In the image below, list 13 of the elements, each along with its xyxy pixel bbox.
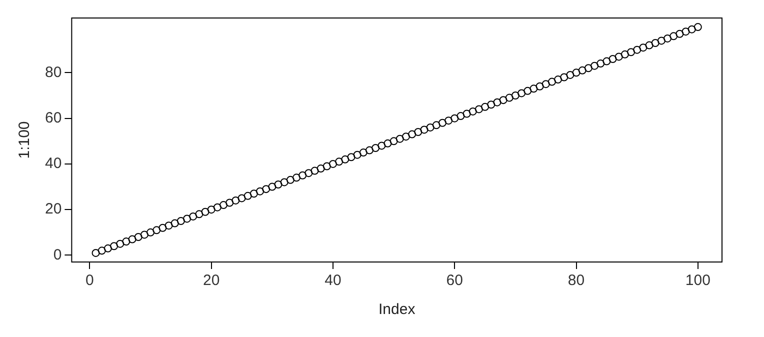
y-tick-label: 20 <box>44 200 62 218</box>
x-axis-title: Index <box>378 301 416 318</box>
y-tick-label: 80 <box>44 64 62 81</box>
y-tick-label: 40 <box>44 155 62 172</box>
y-axis-title: 1:100 <box>16 121 34 159</box>
x-tick-label: 40 <box>324 272 342 290</box>
x-tick-label: 0 <box>86 272 94 290</box>
y-tick-label: 60 <box>44 109 62 126</box>
x-tick-label: 80 <box>568 272 585 290</box>
x-tick-label: 100 <box>685 272 710 290</box>
y-tick-label: 0 <box>53 246 62 264</box>
x-tick-label: 60 <box>446 272 463 290</box>
x-tick-label: 20 <box>202 272 220 290</box>
